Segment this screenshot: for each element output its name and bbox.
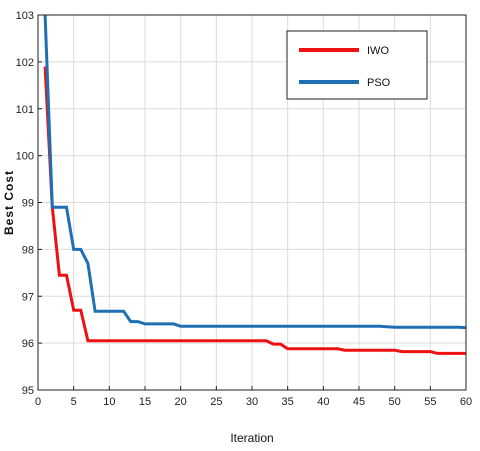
- x-tick-label: 55: [424, 396, 436, 408]
- y-tick-labels: 95 96 97 98 99 100 101 102 103: [16, 10, 42, 397]
- x-tick-label: 10: [103, 396, 115, 408]
- y-tick-label: 103: [16, 10, 34, 22]
- x-tick-label: 20: [175, 396, 187, 408]
- x-axis-label: Iteration: [230, 431, 273, 445]
- y-tick-label: 98: [22, 244, 34, 256]
- x-tick-label: 25: [210, 396, 222, 408]
- x-tick-labels: 0 5 10 15 20 25 30 35 40 45 50 55 60: [35, 386, 472, 408]
- x-tick-label: 40: [317, 396, 329, 408]
- series-line-pso: [43, 14, 467, 330]
- y-tick-label: 97: [22, 291, 34, 303]
- legend: IWO PSO: [286, 30, 428, 100]
- x-tick-label: 35: [282, 396, 294, 408]
- y-tick-label: 96: [22, 338, 34, 350]
- legend-box: [286, 30, 428, 100]
- series-layer: [43, 14, 467, 355]
- y-tick-label: 100: [16, 151, 34, 163]
- x-tick-label: 15: [139, 396, 151, 408]
- x-tick-label: 45: [353, 396, 365, 408]
- legend-label-pso: PSO: [367, 77, 391, 89]
- x-tick-label: 60: [460, 396, 472, 408]
- legend-label-iwo: IWO: [367, 45, 389, 57]
- y-tick-label: 99: [22, 198, 34, 210]
- x-tick-label: 50: [389, 396, 401, 408]
- series-line-iwo: [43, 66, 466, 355]
- x-tick-label: 0: [35, 396, 41, 408]
- y-axis-label: Best Cost: [2, 170, 16, 235]
- x-tick-label: 5: [71, 396, 77, 408]
- x-tick-label: 30: [246, 396, 258, 408]
- y-tick-label: 95: [22, 385, 34, 397]
- y-tick-label: 102: [16, 57, 34, 69]
- y-tick-label: 101: [16, 104, 34, 116]
